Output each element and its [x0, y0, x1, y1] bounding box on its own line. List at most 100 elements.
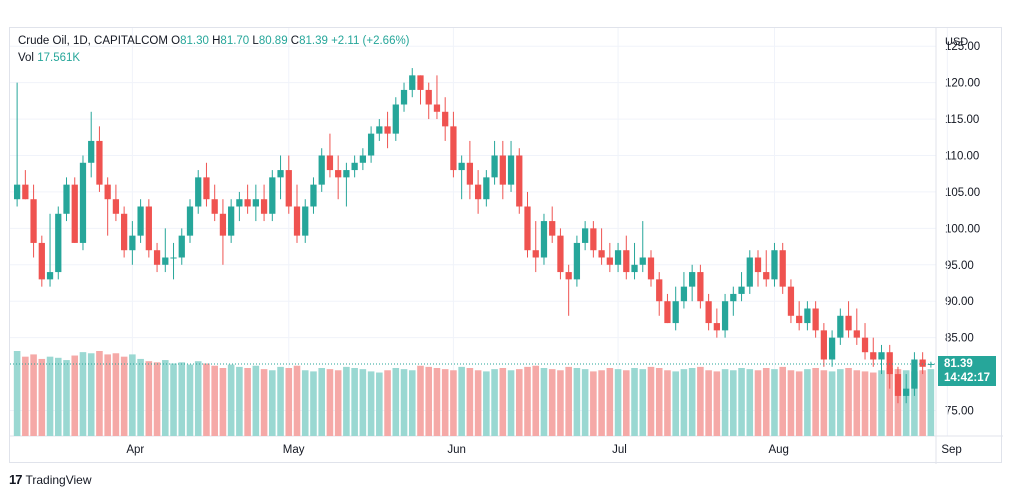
candle-body [656, 279, 663, 302]
candle-body [507, 155, 515, 185]
candle-body [779, 250, 786, 287]
candle-body [532, 250, 539, 258]
candle-body [195, 177, 202, 207]
volume-bar [359, 369, 367, 436]
change-value: +2.11 (+2.66%) [331, 35, 410, 47]
candle-body [285, 170, 292, 207]
volume-bar [326, 369, 334, 436]
candle-body [853, 330, 860, 338]
volume-bar [499, 368, 507, 436]
volume-bar [581, 369, 589, 436]
volume-bar [285, 368, 293, 436]
volume-bar [120, 356, 128, 436]
volume-bar [87, 353, 95, 436]
volume-bar [71, 355, 79, 436]
symbol-title[interactable]: Crude Oil, 1D, CAPITALCOM [18, 35, 168, 47]
volume-bar [417, 365, 424, 436]
volume-label[interactable]: Vol [18, 52, 34, 64]
volume-bar [713, 371, 721, 436]
volume-bar [911, 371, 918, 436]
y-tick-label: 105.00 [945, 187, 980, 199]
candle-body [219, 213, 227, 236]
volume-bar [812, 368, 819, 436]
candle-body [540, 221, 548, 258]
candle-body [129, 235, 136, 251]
volume-bar [170, 363, 177, 436]
candle-body [203, 177, 210, 200]
candle-body [293, 206, 301, 236]
candle-body [812, 308, 819, 331]
low-label: L [252, 35, 259, 47]
candle-body [236, 199, 243, 207]
candle-body [433, 104, 441, 112]
candle-body [409, 75, 416, 90]
candle-body [474, 184, 482, 200]
volume-bar [598, 370, 605, 436]
candle-body [302, 206, 309, 236]
candle-body [22, 184, 29, 200]
volume-bar [186, 364, 194, 436]
volume-bar [878, 370, 885, 436]
volume-bar [483, 371, 490, 436]
y-tick-label: 120.00 [945, 78, 980, 90]
volume-bar [46, 356, 54, 436]
volume-bar [269, 370, 276, 436]
tradingview-logo[interactable]: 17 TradingView [9, 472, 92, 487]
volume-bar [697, 366, 704, 436]
volume-bar [820, 370, 828, 436]
volume-bar [804, 369, 811, 436]
y-tick-label: 75.00 [945, 406, 974, 418]
candle-body [63, 184, 70, 214]
candle-body [878, 352, 885, 360]
candle-body [804, 308, 811, 324]
candle-body [606, 257, 613, 265]
volume-bar [738, 368, 745, 436]
volume-bar [384, 370, 391, 436]
candle-body [162, 257, 169, 265]
chart-frame[interactable]: 125.00 120.00 115.00 110.00 105.00 100.00 95.0… [9, 27, 1003, 464]
candle-body [269, 177, 276, 214]
volume-bar [260, 369, 268, 436]
volume-bar [367, 371, 375, 436]
volume-bar [318, 368, 325, 436]
candlestick-chart[interactable]: 125.00 120.00 115.00 110.00 105.00 100.00 95.0… [10, 28, 1003, 464]
volume-bar [655, 368, 663, 436]
candle-body [260, 199, 268, 214]
volume-bar [203, 363, 210, 436]
candle-body [392, 104, 399, 134]
volume-bar [301, 370, 309, 436]
candle-body [145, 206, 152, 251]
y-tick-label: 95.00 [945, 260, 974, 272]
candle-body [252, 199, 259, 207]
volume-bar [647, 366, 655, 436]
candle-body [153, 250, 161, 265]
volume-bar [310, 371, 317, 436]
candle-body [483, 177, 490, 200]
candle-body [13, 184, 21, 200]
volume-bar [219, 368, 227, 436]
candle-body [417, 75, 424, 90]
candle-body [903, 388, 910, 396]
candle-body [557, 235, 564, 273]
volume-bar [590, 371, 597, 436]
volume-bar [400, 369, 408, 436]
bar-countdown: 14:42:17 [944, 372, 991, 384]
candle-body [524, 206, 531, 251]
candle-body [277, 170, 284, 178]
candle-body [228, 206, 235, 236]
candle-body [310, 184, 317, 207]
volume-bar [779, 366, 786, 436]
candle-body [96, 140, 103, 185]
volume-bar [408, 370, 416, 436]
volume-bar [507, 370, 515, 436]
candle-body [911, 359, 918, 389]
volume-bar [557, 370, 564, 436]
candle-body [870, 352, 877, 360]
volume-bar [474, 370, 482, 436]
volume-bar [787, 370, 795, 436]
candle-body [738, 286, 745, 294]
x-tick-label: Aug [768, 444, 788, 456]
candle-body [689, 272, 696, 287]
volume-bar [96, 351, 103, 436]
candle-body [400, 89, 408, 105]
